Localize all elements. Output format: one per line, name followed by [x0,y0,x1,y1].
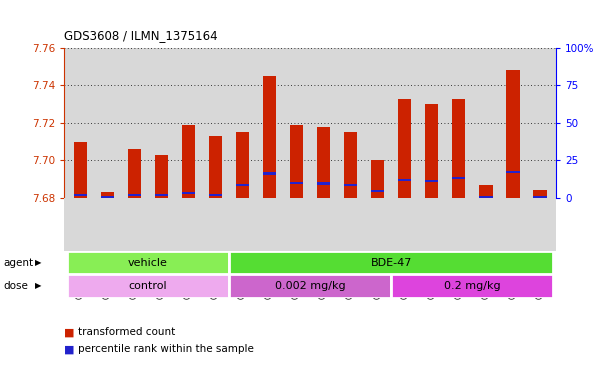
Bar [371,160,384,198]
Text: GDS3608 / ILMN_1375164: GDS3608 / ILMN_1375164 [64,29,218,42]
Bar [181,192,196,194]
Bar [398,99,411,198]
Bar [209,194,222,196]
Bar [290,182,303,184]
Bar [290,125,303,198]
Bar [67,251,229,274]
Bar [155,155,168,198]
Bar [344,132,357,198]
Bar [128,149,141,198]
Text: 0.002 mg/kg: 0.002 mg/kg [275,281,345,291]
Text: ■: ■ [64,344,75,354]
Text: agent: agent [3,258,33,268]
Text: ■: ■ [64,327,75,337]
Bar [101,192,114,198]
Text: 0.2 mg/kg: 0.2 mg/kg [444,281,500,291]
Bar [229,274,391,298]
Bar [506,171,519,174]
Bar [236,184,249,186]
Bar [263,76,276,198]
Bar [229,251,554,274]
Bar [479,196,492,198]
Bar [263,172,276,175]
Bar [209,136,222,198]
Bar [73,142,87,198]
Text: ▶: ▶ [35,258,42,267]
Text: control: control [129,281,167,291]
Bar [236,132,249,198]
Text: transformed count: transformed count [78,327,175,337]
Bar [73,194,87,196]
Bar [101,197,114,199]
Text: dose: dose [3,281,28,291]
Bar [425,104,439,198]
Bar [533,196,547,199]
Bar [128,194,141,197]
Bar [344,184,357,186]
Bar [398,179,411,181]
Bar [452,177,466,179]
Bar [317,182,331,185]
Bar [371,190,384,192]
Text: vehicle: vehicle [128,258,168,268]
Bar [317,127,331,198]
Bar [425,180,439,182]
Bar [452,99,466,198]
Text: BDE-47: BDE-47 [370,258,412,268]
Bar [533,190,547,198]
Bar [391,274,554,298]
Bar [181,125,196,198]
Text: percentile rank within the sample: percentile rank within the sample [78,344,254,354]
Bar [506,70,519,198]
Bar [479,185,492,198]
Bar [67,274,229,298]
Bar [155,194,168,196]
Text: ▶: ▶ [35,281,42,290]
